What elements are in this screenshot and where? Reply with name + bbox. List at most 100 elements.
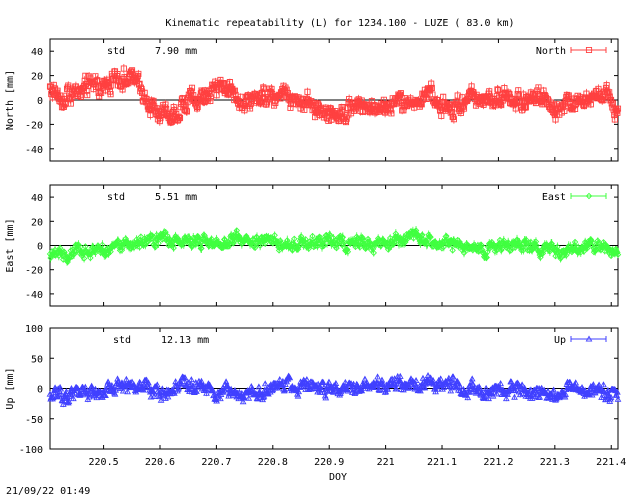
data-point: [495, 87, 502, 94]
data-point: [483, 254, 490, 261]
x-tick-label: 220.7: [201, 457, 231, 468]
x-tick-label: 220.9: [314, 457, 344, 468]
data-point: [520, 247, 527, 254]
chart-title: Kinematic repeatability (L) for 1234.100…: [165, 18, 514, 29]
data-point: [427, 233, 434, 241]
y-axis-label: East [mm]: [5, 218, 16, 272]
data-point: [57, 385, 65, 392]
data-point: [176, 114, 184, 121]
data-point: [361, 375, 369, 382]
data-point: [309, 232, 316, 240]
data-point: [215, 392, 222, 399]
data-point: [303, 376, 311, 383]
data-point: [281, 386, 289, 393]
data-point: [364, 235, 372, 243]
legend: East: [542, 192, 607, 203]
data-point: [73, 247, 80, 254]
data-point: [260, 84, 267, 91]
data-point: [170, 104, 177, 111]
data-point: [107, 91, 114, 98]
data-point: [405, 384, 413, 391]
data-point: [305, 245, 312, 252]
x-tick-label: 220.8: [258, 457, 288, 468]
data-point: [341, 378, 349, 385]
data-point: [614, 105, 622, 112]
data-point: [81, 383, 89, 390]
data-point: [92, 73, 99, 80]
data-point: [302, 236, 309, 243]
data-point: [378, 100, 385, 107]
data-point: [65, 82, 72, 89]
data-point: [84, 91, 91, 99]
data-point: [324, 381, 332, 388]
data-point: [294, 392, 302, 399]
data-point: [606, 93, 613, 100]
data-point: [532, 238, 540, 245]
data-point: [286, 374, 294, 381]
data-point: [390, 239, 398, 246]
data-point: [340, 382, 348, 389]
data-point: [359, 234, 366, 241]
data-point: [107, 248, 114, 255]
data-point: [184, 379, 192, 386]
data-point: [71, 389, 78, 396]
data-point: [222, 378, 230, 385]
data-point: [333, 384, 340, 391]
data-point: [166, 235, 173, 242]
data-point: [194, 103, 201, 110]
data-point: [102, 392, 109, 399]
data-point: [419, 231, 426, 239]
data-point: [260, 85, 267, 92]
data-point: [274, 238, 282, 245]
std-value: 12.13 mm: [161, 335, 209, 346]
y-tick-label: -40: [25, 145, 43, 156]
data-point: [243, 232, 250, 240]
y-tick-label: -20: [25, 266, 43, 277]
data-point: [369, 383, 376, 390]
data-point: [153, 381, 161, 388]
data-point: [145, 379, 152, 386]
data-point: [603, 82, 610, 89]
data-point: [119, 387, 127, 394]
x-tick-label: 220.5: [89, 457, 119, 468]
data-points: [46, 372, 622, 408]
data-point: [209, 386, 217, 393]
data-point: [261, 380, 269, 387]
data-point: [374, 373, 381, 380]
data-point: [561, 107, 568, 114]
data-point: [479, 246, 486, 254]
data-point: [509, 244, 516, 252]
data-point: [87, 388, 94, 395]
data-point: [304, 88, 311, 95]
data-point: [571, 238, 579, 246]
x-tick-label: 220.6: [145, 457, 175, 468]
data-point: [388, 110, 395, 117]
data-point: [412, 376, 420, 384]
data-point: [424, 240, 431, 248]
data-point: [226, 242, 234, 249]
legend-label: East: [542, 192, 566, 203]
data-point: [255, 383, 263, 390]
data-point: [155, 240, 162, 247]
y-tick-label: 100: [25, 324, 43, 335]
x-tick-label: 221.4: [596, 457, 626, 468]
data-point: [563, 251, 570, 259]
data-point: [269, 386, 277, 393]
legend-label: North: [536, 46, 566, 57]
data-point: [410, 235, 417, 242]
data-point: [276, 375, 284, 383]
data-point: [614, 249, 621, 256]
data-point: [324, 115, 331, 122]
data-point: [505, 89, 512, 96]
data-point: [88, 382, 96, 389]
data-point: [357, 233, 365, 241]
legend-marker: [585, 192, 593, 200]
data-point: [164, 393, 172, 400]
data-point: [120, 65, 127, 72]
y-tick-label: 0: [37, 385, 43, 396]
data-point: [608, 96, 615, 104]
data-point: [171, 107, 178, 114]
data-point: [240, 100, 247, 108]
data-point: [201, 232, 208, 239]
data-point: [66, 391, 74, 398]
